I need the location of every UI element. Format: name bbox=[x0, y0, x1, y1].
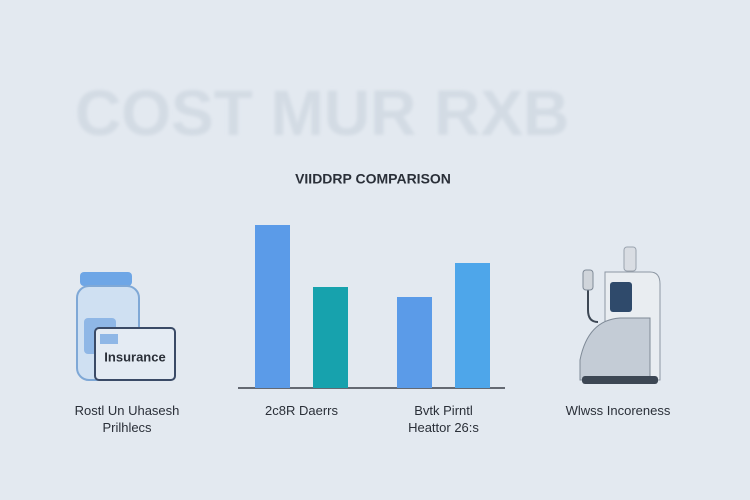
faded-title: COST MUR RXB bbox=[75, 77, 569, 149]
x-tick-label: 2c8R Daerrs bbox=[265, 403, 338, 418]
chart-title: VIIDDRP COMPARISON bbox=[295, 171, 451, 187]
badge-text: Insurance bbox=[104, 349, 165, 364]
bar bbox=[313, 287, 348, 388]
bar bbox=[397, 297, 432, 388]
left-caption: Rostl Un Uhasesh Prilhlecs bbox=[74, 403, 180, 435]
right-caption: Wlwss Incoreness bbox=[565, 403, 671, 418]
machine-icon bbox=[579, 246, 661, 384]
x-tick-label: Bvtk Pirntl Heattor 26:s bbox=[408, 403, 479, 435]
bar bbox=[255, 225, 290, 388]
bar bbox=[455, 263, 490, 388]
insurance-icon: Insurance bbox=[76, 272, 176, 381]
